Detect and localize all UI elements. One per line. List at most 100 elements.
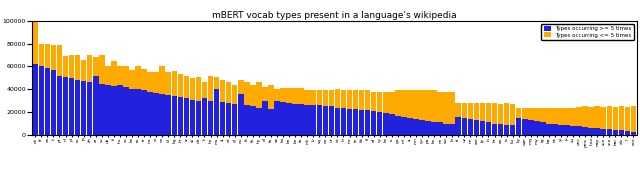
Bar (461, 103, 467, 118)
Bar (498, 124, 503, 135)
Bar (45, 68, 50, 135)
Bar (214, 77, 220, 89)
Bar (468, 103, 473, 119)
Bar (522, 119, 527, 135)
Bar (419, 120, 425, 135)
Bar (57, 45, 62, 76)
Bar (431, 122, 437, 135)
Bar (474, 103, 479, 120)
Bar (479, 121, 485, 135)
Bar (328, 106, 334, 135)
Bar (395, 90, 401, 116)
Bar (576, 107, 582, 126)
Bar (123, 87, 129, 135)
Bar (172, 71, 177, 96)
Bar (425, 121, 431, 135)
Bar (552, 124, 557, 135)
Bar (328, 90, 334, 106)
Bar (135, 89, 141, 135)
Bar (68, 55, 74, 78)
Bar (38, 66, 44, 135)
Bar (317, 90, 322, 105)
Bar (323, 90, 328, 106)
Bar (256, 82, 262, 108)
Bar (522, 108, 527, 119)
Bar (172, 96, 177, 135)
Bar (286, 103, 292, 135)
Bar (184, 76, 189, 98)
Bar (504, 125, 509, 135)
Bar (353, 109, 358, 135)
Bar (244, 82, 250, 105)
Bar (431, 90, 437, 122)
Bar (365, 90, 371, 110)
Bar (274, 101, 280, 135)
Bar (619, 106, 624, 130)
Bar (347, 109, 352, 135)
Bar (286, 88, 292, 103)
Bar (262, 101, 268, 135)
Bar (401, 117, 406, 135)
Bar (244, 105, 250, 135)
Bar (612, 107, 618, 130)
Bar (81, 60, 86, 81)
Bar (268, 109, 274, 135)
Bar (232, 104, 237, 135)
Bar (335, 89, 340, 108)
Bar (111, 86, 116, 135)
Bar (588, 107, 594, 128)
Bar (600, 107, 606, 129)
Bar (298, 88, 304, 104)
Bar (377, 92, 383, 112)
Bar (68, 78, 74, 135)
Bar (57, 76, 62, 135)
Bar (340, 108, 346, 135)
Bar (214, 89, 220, 135)
Bar (323, 106, 328, 135)
Bar (256, 108, 262, 135)
Bar (576, 126, 582, 135)
Bar (220, 102, 225, 135)
Bar (456, 103, 461, 117)
Bar (619, 130, 624, 135)
Bar (232, 85, 237, 104)
Bar (123, 66, 129, 87)
Bar (546, 108, 552, 124)
Bar (51, 45, 56, 70)
Bar (365, 110, 371, 135)
Bar (595, 128, 600, 135)
Bar (389, 114, 395, 135)
Bar (444, 124, 449, 135)
Bar (395, 116, 401, 135)
Bar (359, 110, 364, 135)
Bar (177, 74, 183, 97)
Bar (625, 131, 630, 135)
Bar (63, 77, 68, 135)
Bar (359, 90, 364, 110)
Bar (546, 124, 552, 135)
Bar (449, 124, 455, 135)
Bar (540, 108, 546, 122)
Bar (154, 72, 159, 93)
Bar (492, 124, 497, 135)
Bar (468, 119, 473, 135)
Bar (111, 61, 116, 86)
Bar (105, 66, 111, 85)
Bar (292, 104, 298, 135)
Bar (534, 108, 540, 121)
Bar (389, 92, 395, 114)
Bar (570, 126, 576, 135)
Bar (479, 103, 485, 121)
Bar (147, 92, 153, 135)
Bar (177, 97, 183, 135)
Bar (33, 64, 38, 135)
Bar (419, 90, 425, 120)
Bar (141, 90, 147, 135)
Bar (75, 55, 81, 80)
Bar (437, 122, 443, 135)
Bar (444, 92, 449, 124)
Bar (305, 90, 310, 105)
Bar (189, 99, 195, 135)
Bar (129, 89, 135, 135)
Bar (492, 103, 497, 124)
